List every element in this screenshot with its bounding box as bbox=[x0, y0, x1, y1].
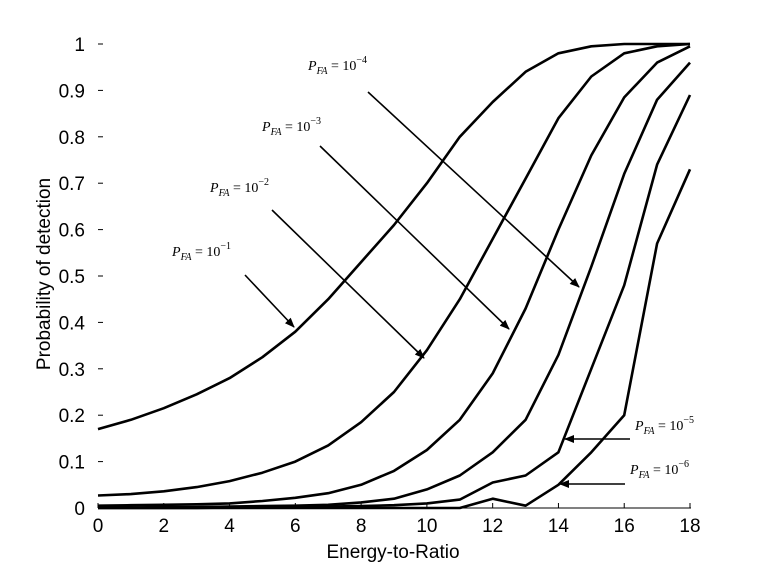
y-tick-label: 0.9 bbox=[59, 81, 85, 102]
y-tick-label: 0.8 bbox=[59, 128, 85, 149]
y-axis-title: Probability of detection bbox=[34, 178, 55, 370]
pfa-curve-1 bbox=[97, 42, 690, 431]
pfa-annotation-3: PFA = 10−3 bbox=[261, 116, 510, 330]
pfa-label-base: P bbox=[261, 120, 271, 135]
y-tick-label: 0.1 bbox=[59, 453, 85, 474]
pfa-label: PFA = 10−3 bbox=[261, 116, 321, 138]
pfa-label-equals: = 10 bbox=[655, 419, 684, 434]
pfa-label-subscript: FA bbox=[638, 470, 651, 481]
pfa-label: PFA = 10−5 bbox=[634, 415, 694, 437]
pfa-annotation-5: PFA = 10−5 bbox=[564, 415, 694, 443]
x-tick-label: 2 bbox=[158, 516, 169, 537]
pfa-label-equals: = 10 bbox=[192, 245, 221, 260]
pfa-label-subscript: FA bbox=[218, 188, 231, 199]
y-tick-label: 0.2 bbox=[59, 406, 85, 427]
y-tick-label: 0 bbox=[74, 499, 85, 520]
pfa-arrow bbox=[319, 145, 510, 330]
pfa-label-equals: = 10 bbox=[650, 463, 679, 478]
y-tick-label: 0.6 bbox=[59, 221, 85, 242]
x-axis-title: Energy-to-Ratio bbox=[326, 542, 459, 563]
x-tick-label: 8 bbox=[356, 516, 367, 537]
pfa-arrow bbox=[271, 209, 425, 359]
y-tick-label: 0.3 bbox=[59, 360, 85, 381]
x-tick-label: 16 bbox=[614, 516, 635, 537]
pfa-annotation-6: PFA = 10−6 bbox=[559, 459, 689, 488]
y-tick-label: 0.7 bbox=[59, 174, 85, 195]
pfa-label: PFA = 10−1 bbox=[171, 241, 231, 263]
x-tick-label: 14 bbox=[548, 516, 570, 537]
pfa-annotation-1: PFA = 10−1 bbox=[171, 241, 295, 328]
x-tick-label: 0 bbox=[93, 516, 104, 537]
pfa-label-equals: = 10 bbox=[328, 59, 357, 74]
pfa-label-equals: = 10 bbox=[282, 120, 311, 135]
y-tick-label: 0.4 bbox=[59, 313, 86, 334]
pfa-arrow bbox=[244, 274, 295, 328]
x-tick-label: 6 bbox=[290, 516, 301, 537]
pfa-label: PFA = 10−2 bbox=[209, 177, 269, 199]
x-tick-label: 4 bbox=[224, 516, 235, 537]
pfa-label-base: P bbox=[209, 181, 219, 196]
x-tick-label: 18 bbox=[679, 516, 700, 537]
pfa-curve-5 bbox=[98, 94, 692, 510]
pfa-label: PFA = 10−6 bbox=[629, 459, 689, 481]
pfa-label-base: P bbox=[634, 419, 644, 434]
pfa-label-equals: = 10 bbox=[230, 181, 259, 196]
pfa-label-base: P bbox=[171, 245, 181, 260]
pfa-label: PFA = 10−4 bbox=[307, 55, 367, 77]
pfa-curve-6 bbox=[98, 168, 692, 510]
axes: 0 2 4 6 8 10 12 14 16 18 0 0.1 0.2 0.3 0.4 0.5 0.6 0.7 0.8… bbox=[59, 35, 701, 537]
pfa-label-base: P bbox=[629, 463, 639, 478]
pfa-annotation-4: PFA = 10−4 bbox=[307, 55, 580, 288]
pfa-label-subscript: FA bbox=[316, 66, 329, 77]
pfa-label-exponent: −5 bbox=[683, 415, 694, 426]
pfa-label-base: P bbox=[307, 59, 317, 74]
x-tick-label: 10 bbox=[416, 516, 437, 537]
pfa-label-exponent: −4 bbox=[356, 55, 367, 66]
pfa-label-exponent: −1 bbox=[220, 241, 231, 252]
y-tick-label: 0.5 bbox=[59, 267, 85, 288]
pfa-label-subscript: FA bbox=[180, 252, 193, 263]
pfa-label-subscript: FA bbox=[643, 426, 656, 437]
pfa-label-exponent: −2 bbox=[258, 177, 269, 188]
pfa-label-exponent: −6 bbox=[678, 459, 689, 470]
y-tick-label: 1 bbox=[74, 35, 85, 56]
x-tick-label: 12 bbox=[482, 516, 503, 537]
pfa-curve-2 bbox=[97, 42, 691, 497]
pfa-annotation-2: PFA = 10−2 bbox=[209, 177, 425, 359]
pfa-label-subscript: FA bbox=[270, 127, 283, 138]
pfa-label-exponent: −3 bbox=[310, 116, 321, 127]
pfa-curve-3 bbox=[97, 45, 691, 507]
pfa-arrow bbox=[367, 91, 580, 288]
curves bbox=[97, 42, 692, 510]
